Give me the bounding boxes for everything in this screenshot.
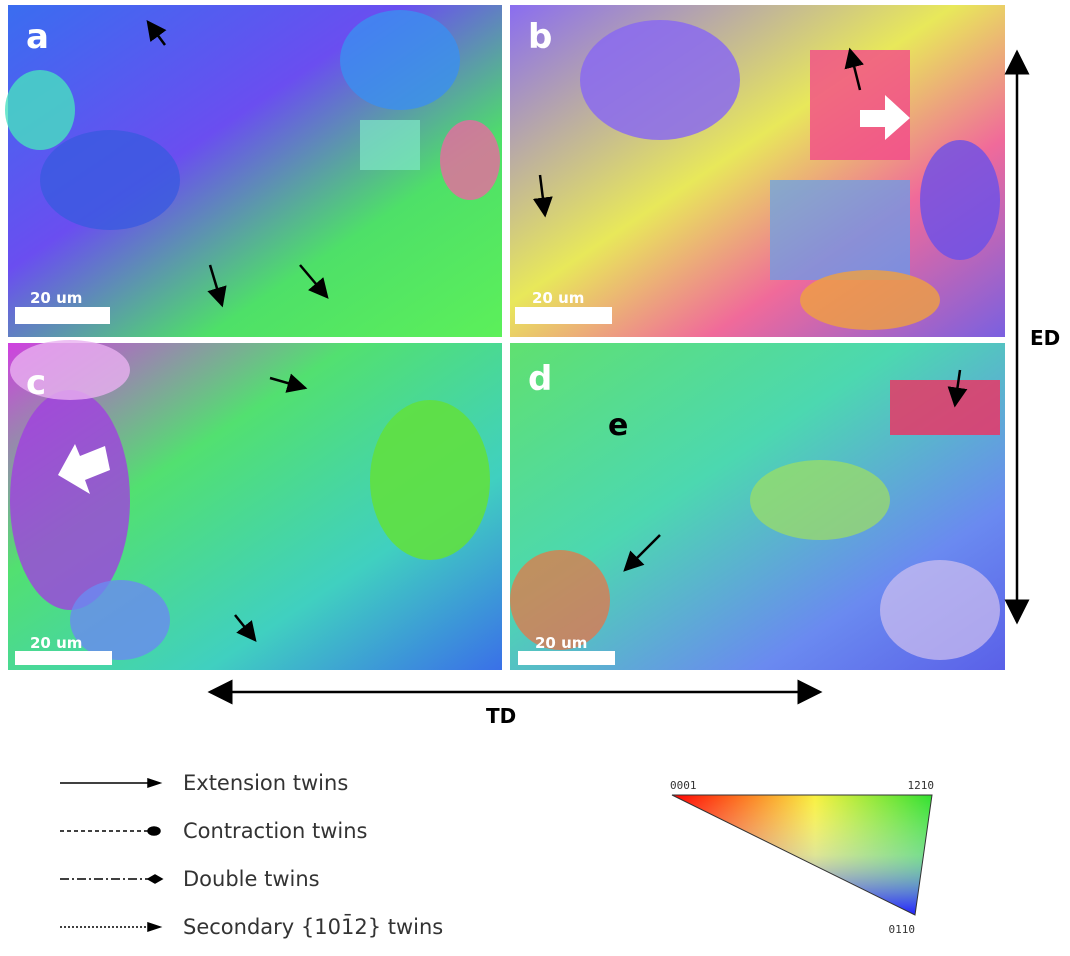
scale-bar-label: 20 um — [532, 289, 584, 307]
panel-label: d — [528, 359, 552, 399]
map-b — [510, 5, 1005, 337]
ed-label: ED — [1030, 326, 1060, 350]
legend-entry: Contraction twins — [183, 819, 368, 843]
td-label: TD — [486, 704, 516, 728]
legend-entry: Extension twins — [183, 771, 348, 795]
legend-entry: Secondary {101̄2} twins — [183, 914, 443, 939]
map-a — [5, 5, 502, 337]
annotation-label: e — [608, 408, 628, 443]
panel-label: a — [26, 17, 49, 57]
scale-bar-label: 20 um — [30, 289, 82, 307]
map-d — [510, 343, 1005, 670]
scale-bar-label: 20 um — [535, 634, 587, 652]
ipf-corner-label: 1̄21̄0 — [908, 779, 935, 792]
map-c — [8, 340, 502, 670]
scale-bar-label: 20 um — [30, 634, 82, 652]
figure: a 20 um b 20 um c 20 um d 20 um e ED TD Extension t… — [0, 0, 1070, 956]
ipf-corner-label: 0001 — [670, 779, 697, 792]
ipf-corner-label: 011̄0 — [889, 923, 916, 936]
legend-entry: Double twins — [183, 867, 320, 891]
panel-label: c — [26, 363, 46, 403]
panel-label: b — [528, 17, 552, 57]
